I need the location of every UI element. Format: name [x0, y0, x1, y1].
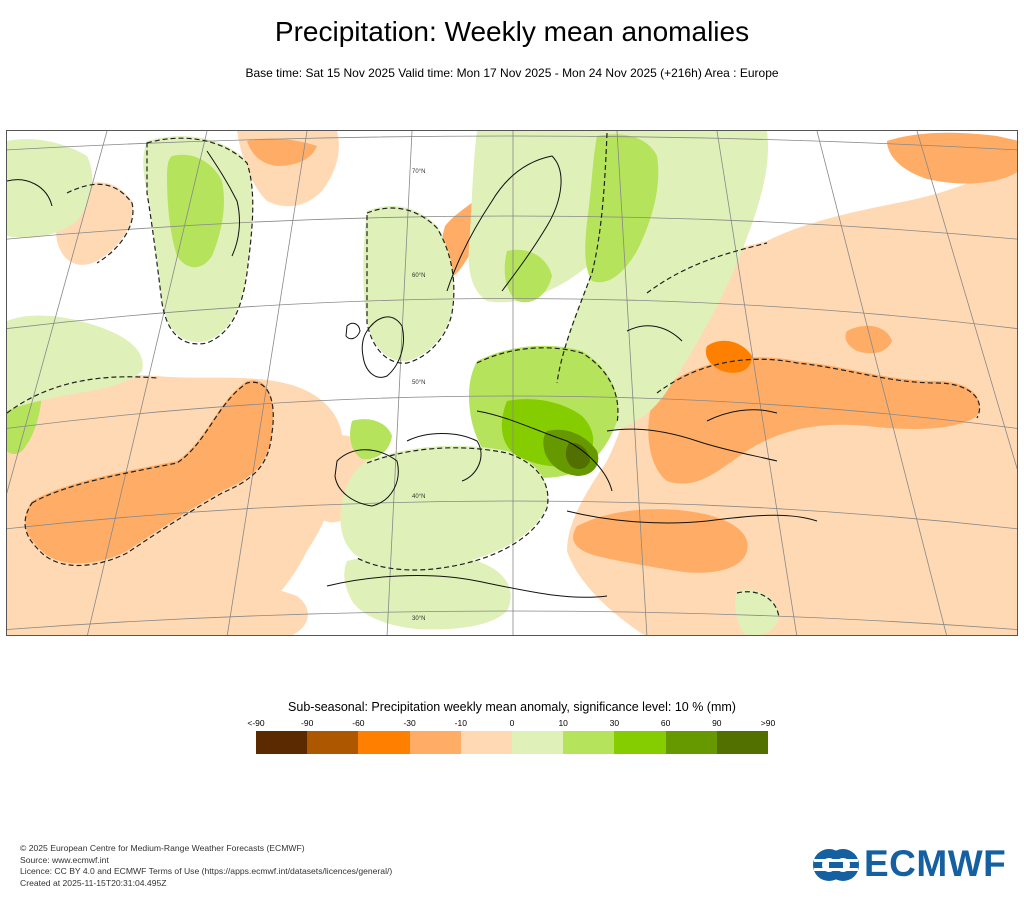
- legend-tick: -90: [301, 718, 314, 728]
- anomaly-region-far-east-north: [887, 132, 1017, 184]
- lat-label-70: 70°N: [412, 169, 425, 175]
- anomaly-region-north-africa: [344, 553, 511, 630]
- significance-contours: [7, 132, 981, 619]
- legend-swatch: [460, 731, 513, 754]
- footer-created: Created at 2025-11-15T20:31:04.495Z: [20, 877, 167, 888]
- anomaly-region-sub-tropical: [151, 581, 308, 635]
- legend-swatch: [307, 731, 359, 754]
- anomaly-region-eastern-core: [648, 357, 980, 484]
- legend-swatch: [716, 731, 769, 754]
- graticule: [7, 131, 1017, 635]
- anomaly-region-central-sea: [845, 325, 892, 354]
- legend-tick: 60: [660, 718, 671, 728]
- legend-tick: 0: [509, 718, 515, 728]
- legend-swatch: [512, 731, 564, 754]
- precipitation-anomaly-map: 70°N 60°N 50°N 40°N 30°N: [6, 130, 1018, 636]
- negative-anomaly-areas: [7, 131, 1017, 635]
- latitude-labels: 70°N 60°N 50°N 40°N 30°N: [412, 169, 425, 622]
- anomaly-region-anatolia: [573, 509, 748, 573]
- footer: © 2025 European Centre for Medium-Range …: [20, 843, 392, 889]
- coastlines: [7, 150, 818, 598]
- legend-ticks: <-90 -90 -60 -30 -10 0 10 30 60 90 >90: [247, 718, 775, 730]
- legend-color-bar: [256, 731, 769, 754]
- anomaly-region-greenland-sea: [247, 138, 317, 166]
- legend-swatch: [256, 731, 308, 754]
- legend-tick: 30: [609, 718, 620, 728]
- legend-swatch: [563, 731, 615, 754]
- legend-swatch: [665, 731, 717, 754]
- legend-tick: >90: [760, 718, 776, 728]
- lat-label-50: 50°N: [412, 380, 425, 386]
- legend-tick: -30: [403, 718, 416, 728]
- anomaly-region-south-edge: [735, 589, 779, 635]
- footer-source: Source: www.ecmwf.int: [20, 854, 109, 865]
- footer-copyright: © 2025 European Centre for Medium-Range …: [20, 843, 305, 853]
- anomaly-region-balkans-peak: [565, 442, 590, 469]
- page-title: Precipitation: Weekly mean anomalies: [274, 16, 750, 47]
- lat-label-40: 40°N: [412, 494, 425, 500]
- anomaly-region-north-scandinavia: [504, 249, 552, 303]
- ecmwf-logo: ECMWF: [812, 843, 1007, 884]
- page-subtitle: Base time: Sat 15 Nov 2025 Valid time: M…: [245, 66, 779, 80]
- legend-tick: 90: [712, 718, 722, 728]
- legend-swatch: [614, 731, 666, 754]
- anomaly-region-west-edge-light: [7, 315, 143, 411]
- ecmwf-logo-text: ECMWF: [864, 843, 1007, 884]
- anomaly-region-atlantic-core: [25, 380, 274, 564]
- anomaly-region-north-sea: [363, 206, 454, 362]
- anomaly-region-baffin: [7, 139, 93, 238]
- legend-swatch: [358, 731, 410, 754]
- footer-licence: Licence: CC BY 4.0 and ECMWF Terms of Us…: [20, 866, 393, 876]
- legend-tick: -10: [454, 718, 467, 728]
- legend-tick: <-90: [247, 718, 265, 728]
- lat-label-30: 30°N: [412, 616, 425, 622]
- ecmwf-logo-icon: [813, 849, 859, 881]
- legend-title: Sub-seasonal: Precipitation weekly mean …: [288, 700, 736, 714]
- lat-label-60: 60°N: [412, 273, 425, 279]
- legend-tick: -60: [352, 718, 365, 728]
- legend-swatch: [409, 731, 461, 754]
- anomaly-region-ireland-sea: [350, 419, 392, 460]
- legend-tick: 10: [558, 718, 568, 728]
